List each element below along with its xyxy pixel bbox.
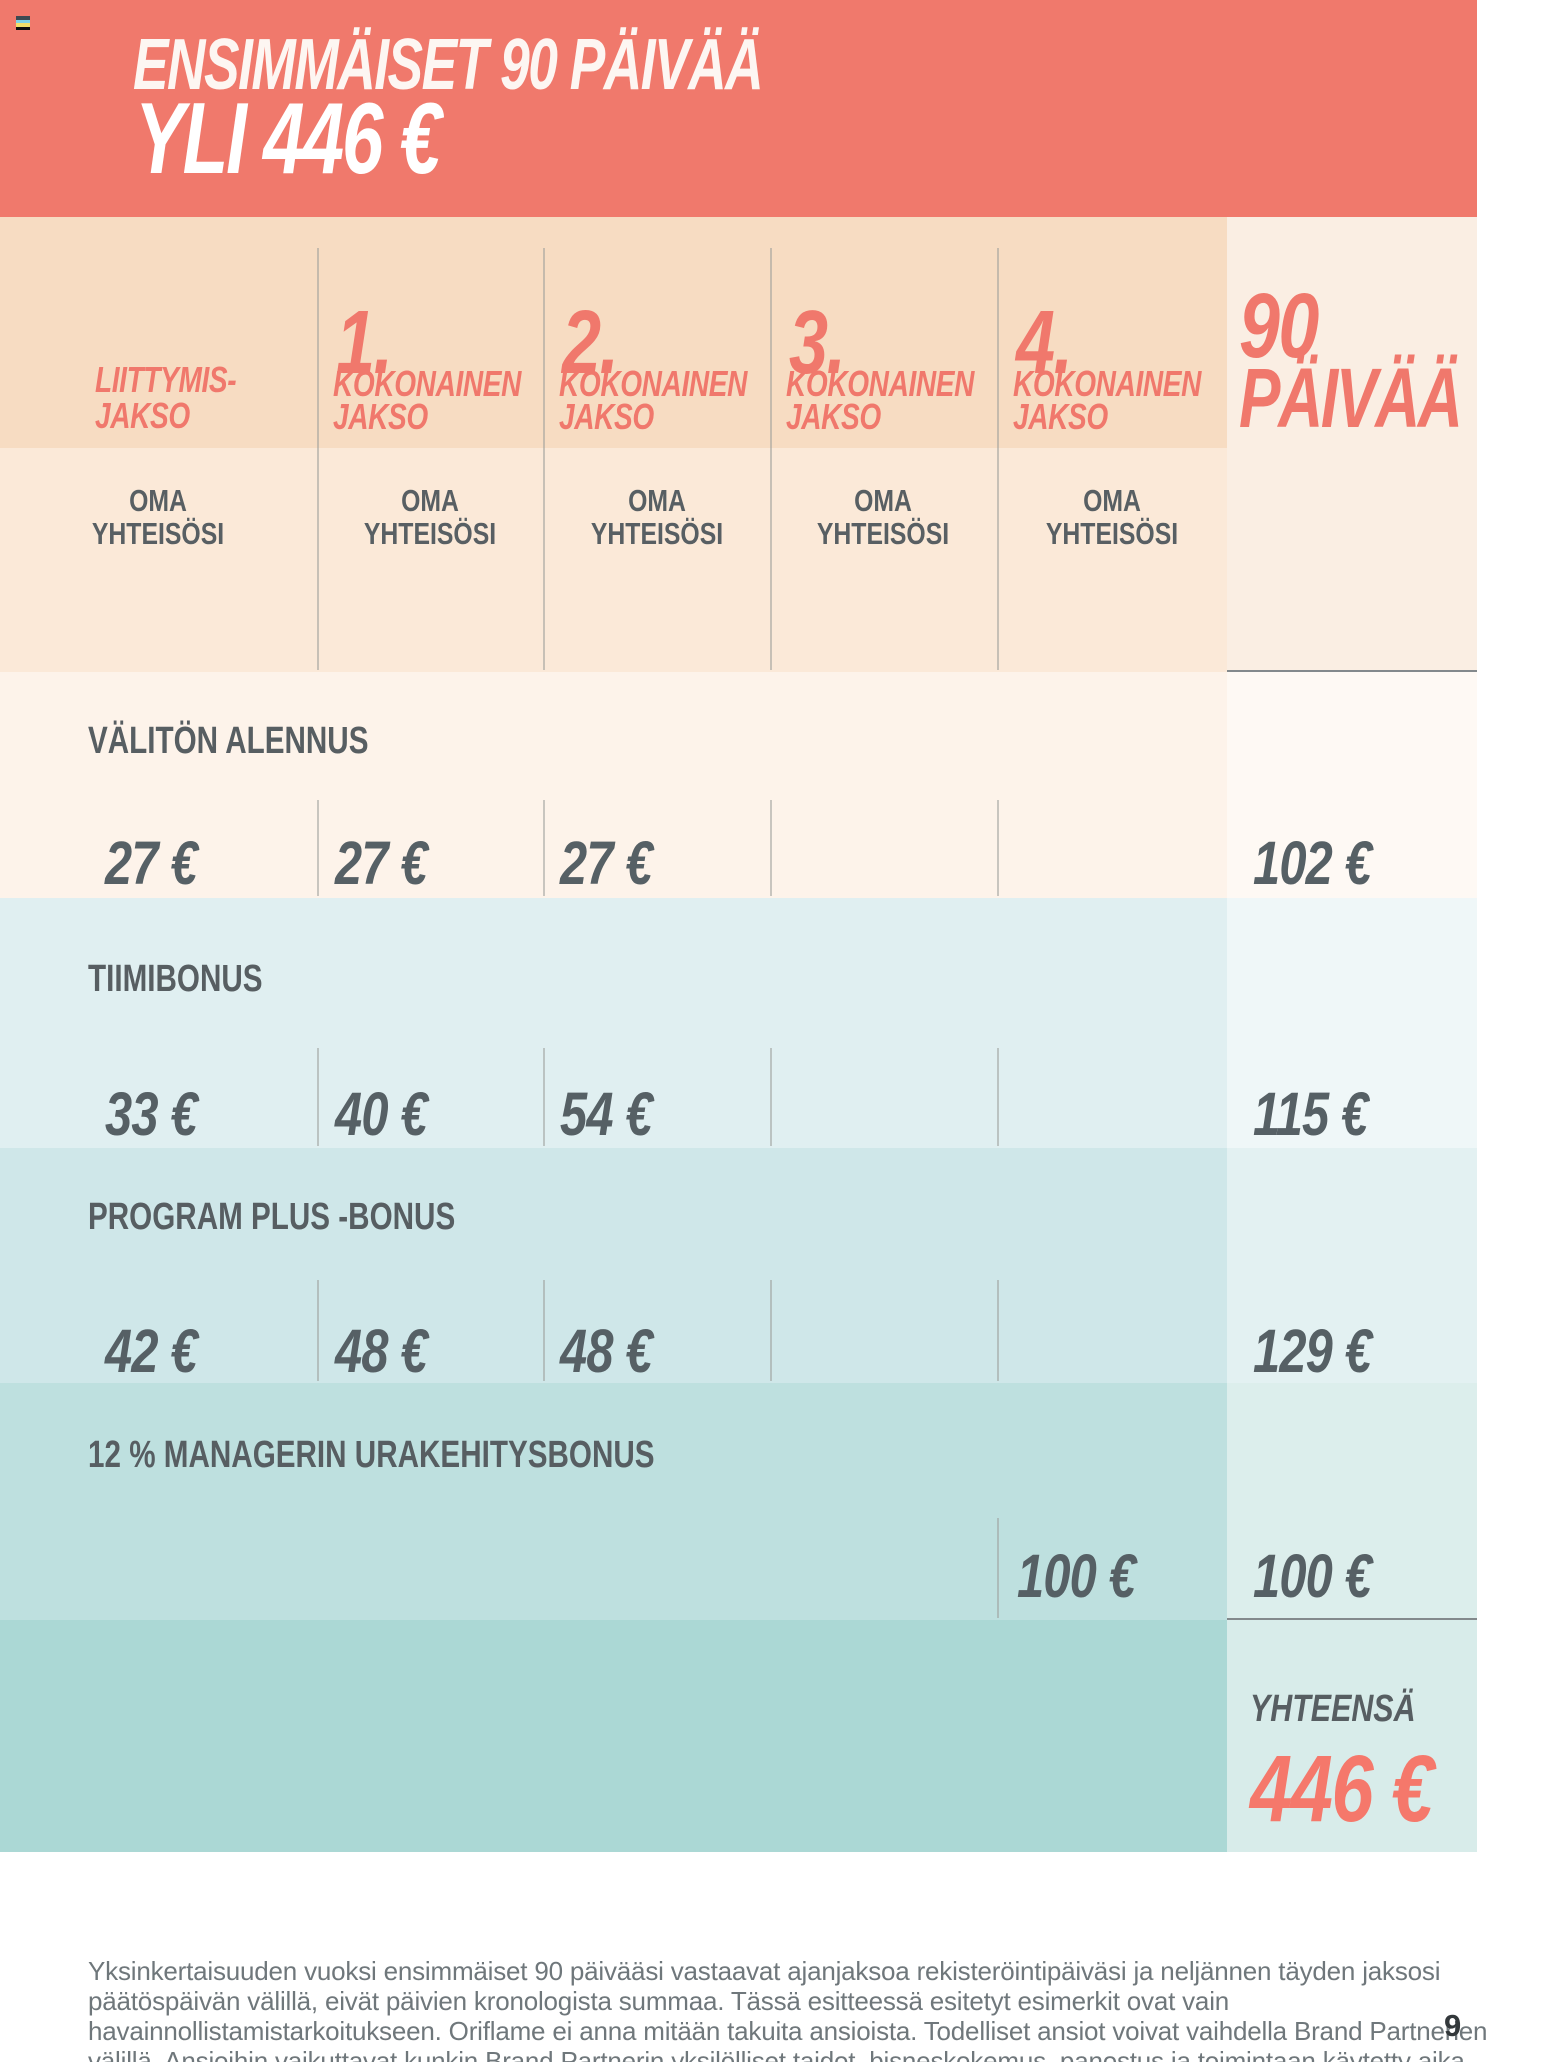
value-program-total: 129 € xyxy=(1253,1317,1372,1385)
totals-column-header-cell xyxy=(1227,217,1477,670)
cell-divider xyxy=(770,1280,772,1381)
cell-divider xyxy=(997,800,999,896)
value-program-col0: 42 € xyxy=(105,1317,198,1385)
value-tiimibonus-col0: 33 € xyxy=(105,1080,198,1148)
footnote-line-1: Yksinkertaisuuden vuoksi ensimmäiset 90 … xyxy=(88,1956,1441,1986)
column-number-1: 1. xyxy=(336,293,393,393)
cell-divider xyxy=(317,800,319,896)
header-kicker: ENSIMMÄISET 90 PÄIVÄÄ xyxy=(133,25,764,105)
column-title-2-jakso: JAKSO xyxy=(559,396,654,437)
column-title-3-kokonainen: KOKONAINEN xyxy=(786,363,974,404)
column-title-90: 90 xyxy=(1239,275,1319,377)
column-title-4-jakso: JAKSO xyxy=(1013,396,1108,437)
cell-divider xyxy=(770,800,772,896)
row-label-program-plus: PROGRAM PLUS -BONUS xyxy=(88,1196,456,1238)
value-program-col2: 48 € xyxy=(560,1317,653,1385)
column-divider xyxy=(317,248,319,670)
page-number: 9 xyxy=(1444,2008,1462,2043)
value-tiimibonus-total: 115 € xyxy=(1253,1080,1368,1148)
cell-divider xyxy=(543,1048,545,1146)
subheader-band xyxy=(0,448,1227,672)
row-band-yhteensa xyxy=(0,1620,1227,1852)
footnote-line-4: välillä. Ansioihin vaikuttavat kunkin Br… xyxy=(88,2046,1472,2062)
row-label-tiimibonus: TIIMIBONUS xyxy=(88,958,263,1000)
row-band-program-plus xyxy=(0,1148,1227,1383)
column-divider xyxy=(997,248,999,670)
column-title-liittymisjakso-line2: JAKSO xyxy=(95,395,190,436)
value-manageri-col4: 100 € xyxy=(1017,1542,1136,1610)
column-title-3-jakso: JAKSO xyxy=(786,396,881,437)
column-number-3: 3. xyxy=(789,293,846,393)
totals-cell-tiimibonus xyxy=(1227,898,1477,1148)
column-number-4: 4. xyxy=(1016,293,1073,393)
column-divider xyxy=(543,248,545,670)
page-title: YLI 446 € xyxy=(135,83,441,195)
value-program-col1: 48 € xyxy=(335,1317,428,1385)
column-title-1-jakso: JAKSO xyxy=(333,396,428,437)
cell-divider xyxy=(317,1048,319,1146)
value-manageri-total: 100 € xyxy=(1253,1542,1372,1610)
totals-cell-manageri xyxy=(1227,1383,1477,1620)
page-header: ENSIMMÄISET 90 PÄIVÄÄ YLI 446 € xyxy=(0,0,1477,217)
cell-divider xyxy=(543,800,545,896)
value-tiimibonus-col2: 54 € xyxy=(560,1080,653,1148)
row-band-managerin-bonus xyxy=(0,1383,1227,1620)
value-valiton-col2: 27 € xyxy=(560,829,653,897)
subheader-col1: OMA YHTEISÖSI xyxy=(363,483,497,551)
row-label-managerin-bonus: 12 % MANAGERIN URAKEHITYSBONUS xyxy=(88,1434,655,1476)
cell-divider xyxy=(543,1280,545,1381)
column-title-liittymisjakso: LIITTYMIS- xyxy=(95,359,237,400)
column-title-paivaa: PÄIVÄÄ xyxy=(1239,351,1463,445)
column-title-band xyxy=(0,217,1227,448)
footnote-line-3: havainnollistamistarkoitukseen. Oriflame… xyxy=(88,2016,1488,2046)
column-number-2: 2. xyxy=(562,293,619,393)
value-valiton-col0: 27 € xyxy=(105,829,198,897)
value-tiimibonus-col1: 40 € xyxy=(335,1080,428,1148)
row-band-valiton-alennus xyxy=(0,672,1227,898)
value-valiton-total: 102 € xyxy=(1253,829,1372,897)
column-title-4-kokonainen: KOKONAINEN xyxy=(1013,363,1201,404)
cell-divider xyxy=(997,1048,999,1146)
row-band-tiimibonus xyxy=(0,898,1227,1148)
totals-cell-program-plus xyxy=(1227,1148,1477,1383)
column-title-2-kokonainen: KOKONAINEN xyxy=(559,363,747,404)
cell-divider xyxy=(770,1048,772,1146)
row-label-valiton-alennus: VÄLITÖN ALENNUS xyxy=(88,720,369,762)
footnote-line-2: päätöspäivän välillä, eivät päivien kron… xyxy=(88,1986,1230,2016)
value-valiton-col1: 27 € xyxy=(335,829,428,897)
subheader-col4: OMA YHTEISÖSI xyxy=(1045,483,1179,551)
cell-divider xyxy=(997,1280,999,1381)
print-color-mark-icon xyxy=(16,16,30,30)
subheader-col2: OMA YHTEISÖSI xyxy=(590,483,724,551)
column-divider xyxy=(770,248,772,670)
totals-header-rule xyxy=(1227,670,1477,672)
column-title-1-kokonainen: KOKONAINEN xyxy=(333,363,521,404)
cell-divider xyxy=(997,1518,999,1618)
summary-value: 446 € xyxy=(1250,1736,1434,1842)
subheader-col0: OMA YHTEISÖSI xyxy=(91,483,225,551)
summary-label: YHTEENSÄ xyxy=(1250,1688,1416,1730)
totals-summary-rule xyxy=(1227,1618,1477,1620)
cell-divider xyxy=(317,1280,319,1381)
totals-cell-valiton xyxy=(1227,672,1477,898)
totals-cell-yhteensa xyxy=(1227,1620,1477,1852)
subheader-col3: OMA YHTEISÖSI xyxy=(816,483,950,551)
